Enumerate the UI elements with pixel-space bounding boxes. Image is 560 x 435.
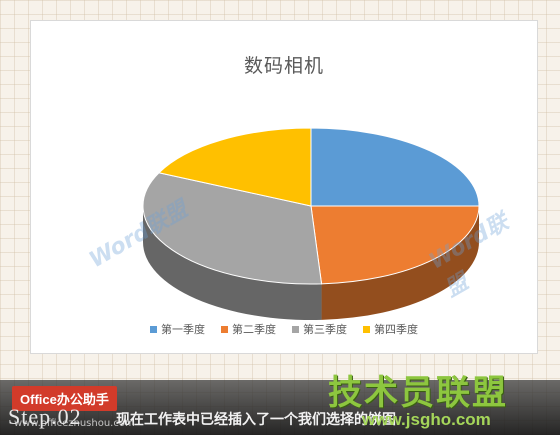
- office-assistant-badge: Office办公助手: [12, 386, 117, 411]
- pie-side-q3: [143, 206, 322, 320]
- pie-slice-q3[interactable]: [142, 172, 323, 285]
- legend-swatch-q2: [221, 325, 228, 333]
- legend-item-q1[interactable]: 第一季度: [150, 321, 205, 337]
- source-site-url: www.officezhushou.com: [14, 418, 135, 429]
- chart-legend[interactable]: 第一季度 第二季度 第三季度 第四季度: [31, 321, 537, 337]
- pie-slice-q2[interactable]: [310, 205, 480, 285]
- pie-side-walls: [143, 206, 480, 320]
- chart-title[interactable]: 数码相机: [243, 55, 324, 77]
- legend-item-q4[interactable]: 第四季度: [363, 321, 418, 337]
- legend-label-q3: 第三季度: [303, 323, 347, 336]
- step-label: Step.02: [8, 404, 82, 429]
- pie-slice-q1[interactable]: [310, 127, 480, 207]
- pie-chart[interactable]: [31, 21, 537, 353]
- legend-swatch-q4: [363, 325, 370, 333]
- tutorial-caption: 现在工作表中已经插入了一个我们选择的饼图: [116, 412, 396, 428]
- legend-item-q2[interactable]: 第二季度: [221, 321, 276, 337]
- site-url: www.jsgho.com: [362, 410, 491, 429]
- legend-swatch-q3: [292, 325, 299, 333]
- legend-swatch-q1: [150, 325, 157, 333]
- site-logo: 技术员联盟: [328, 373, 508, 413]
- pie-side-q2: [321, 206, 480, 320]
- legend-label-q4: 第四季度: [374, 323, 418, 336]
- pie-slice-q4[interactable]: [157, 127, 312, 207]
- legend-label-q2: 第二季度: [232, 323, 276, 336]
- legend-label-q1: 第一季度: [161, 323, 205, 336]
- legend-item-q3[interactable]: 第三季度: [292, 321, 347, 337]
- chart-area[interactable]: 数码相机 Word联盟 Word联盟 第一季度 第二季度 第三季度 第四季度: [30, 20, 538, 354]
